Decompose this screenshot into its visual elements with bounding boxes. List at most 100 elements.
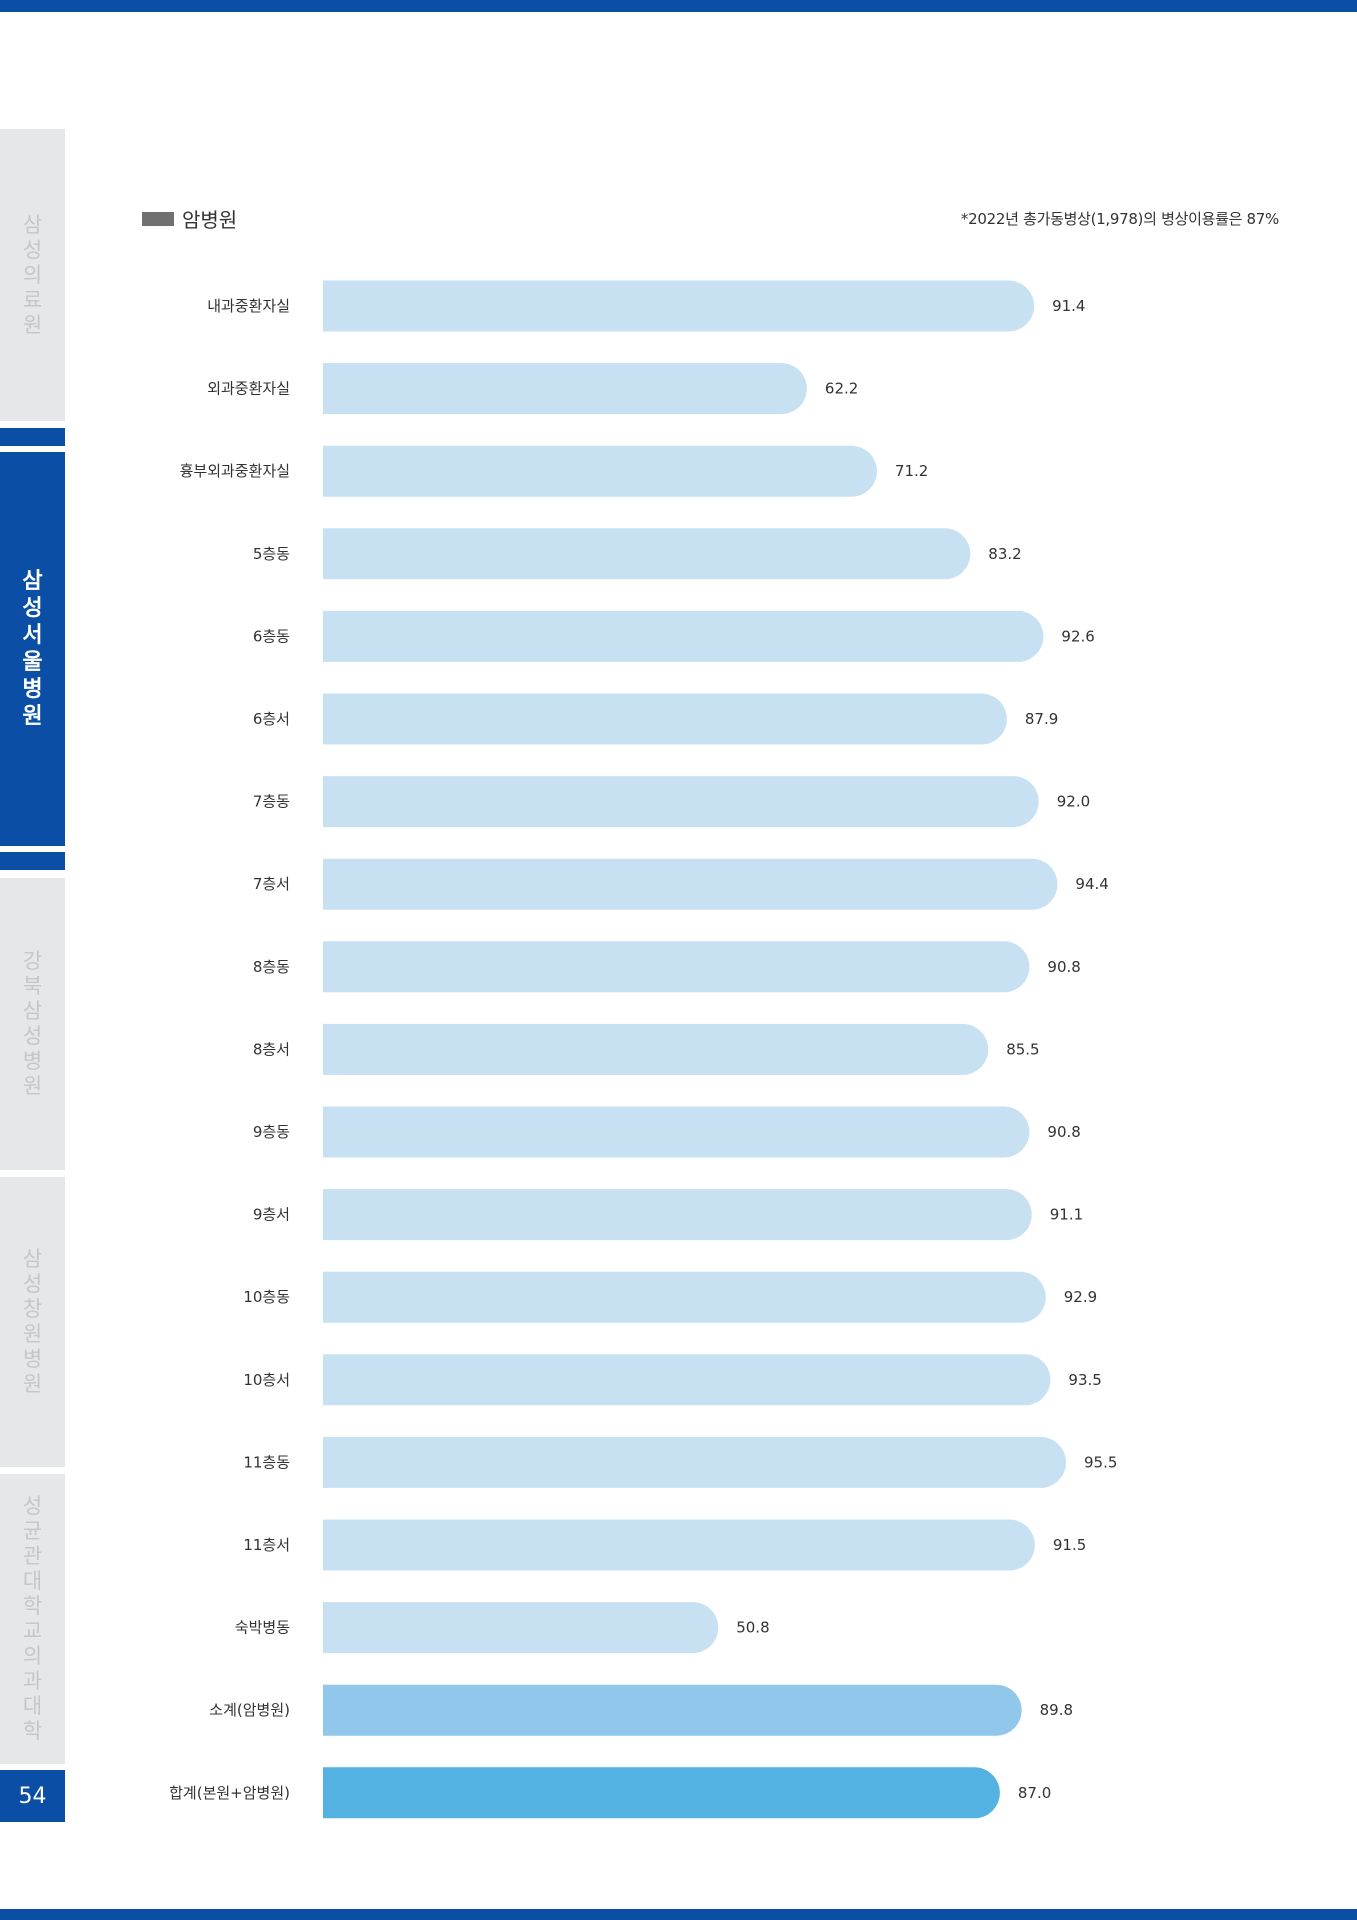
- category-label: 7층서: [253, 875, 290, 893]
- bar: [323, 1106, 1030, 1158]
- value-label: 87.0: [1018, 1784, 1051, 1802]
- category-label: 10층동: [243, 1288, 290, 1306]
- legend: 암병원: [142, 204, 237, 233]
- category-label: 8층동: [253, 958, 290, 976]
- legend-label: 암병원: [182, 208, 238, 232]
- value-label: 91.1: [1050, 1206, 1083, 1224]
- value-label: 92.9: [1064, 1288, 1097, 1306]
- bar: [323, 1023, 989, 1075]
- bar: [323, 280, 1035, 332]
- category-label: 합계(본원+암병원): [169, 1784, 290, 1802]
- side-tab-char: 삼: [22, 1247, 43, 1271]
- side-tab-char: 병: [22, 1347, 43, 1371]
- value-label: 94.4: [1075, 875, 1108, 893]
- side-tab-char: 삼: [22, 999, 43, 1023]
- top-accent-bar: [0, 0, 1357, 12]
- legend-swatch: [142, 211, 174, 226]
- category-label: 6층동: [253, 627, 290, 645]
- value-label: 92.0: [1057, 793, 1090, 811]
- value-label: 62.2: [825, 380, 858, 398]
- bottom-accent-bar: [0, 1909, 1357, 1920]
- side-tab-char: 원: [22, 1372, 43, 1396]
- side-tab-char: 원: [22, 312, 43, 337]
- category-label: 6층서: [253, 710, 290, 728]
- side-tab-strip: [0, 428, 65, 446]
- value-label: 92.6: [1061, 627, 1094, 645]
- value-label: 85.5: [1006, 1040, 1039, 1058]
- category-label: 소계(암병원): [209, 1701, 290, 1719]
- side-tab-char: 성: [22, 1024, 43, 1048]
- value-label: 89.8: [1040, 1701, 1073, 1719]
- bar: [323, 528, 971, 580]
- category-label: 숙박병동: [235, 1619, 290, 1637]
- bar: [323, 776, 1039, 828]
- category-label: 외과중환자실: [207, 380, 290, 398]
- side-tab-char: 과: [22, 1669, 43, 1693]
- side-tab-char: 균: [22, 1519, 43, 1543]
- category-label: 흉부외과중환자실: [180, 462, 290, 480]
- bar: [323, 1189, 1032, 1241]
- side-tab-char: 원: [22, 1322, 43, 1346]
- category-label: 5층동: [253, 545, 290, 563]
- value-label: 90.8: [1047, 1123, 1080, 1141]
- side-tab-char: 삼: [22, 569, 43, 594]
- value-label: 50.8: [736, 1619, 769, 1637]
- value-label: 95.5: [1084, 1453, 1117, 1471]
- side-tab-char: 강: [22, 949, 43, 973]
- value-label: 91.5: [1053, 1536, 1086, 1554]
- side-tab-char: 성: [22, 596, 43, 621]
- category-label: 10층서: [243, 1371, 290, 1389]
- value-label: 83.2: [988, 545, 1021, 563]
- bar: [323, 1602, 719, 1654]
- side-tab-char: 성: [22, 1494, 43, 1518]
- category-label: 9층서: [253, 1206, 290, 1224]
- bar: [323, 610, 1044, 662]
- bar: [323, 445, 877, 497]
- value-label: 90.8: [1047, 958, 1080, 976]
- value-label: 93.5: [1068, 1371, 1101, 1389]
- side-tab-char: 대: [22, 1569, 43, 1593]
- category-label: 11층동: [243, 1453, 290, 1471]
- side-tab-char: 대: [22, 1694, 43, 1718]
- side-tab-char: 관: [22, 1544, 43, 1568]
- bar: [323, 1354, 1051, 1406]
- side-tab-strip: [0, 852, 65, 870]
- side-tab-char: 료: [22, 287, 43, 312]
- category-label: 8층서: [253, 1040, 290, 1058]
- page-number: 54: [0, 1770, 65, 1822]
- bar: [323, 858, 1058, 910]
- side-tab-char: 원: [22, 1074, 43, 1098]
- side-tab-char: 울: [22, 650, 43, 675]
- value-label: 71.2: [895, 462, 928, 480]
- category-label: 11층서: [243, 1536, 290, 1554]
- side-tab-char: 학: [22, 1719, 43, 1743]
- bar: [323, 363, 807, 415]
- side-tab-char: 창: [22, 1297, 43, 1321]
- side-tab-char: 삼: [22, 212, 43, 237]
- footnote: *2022년 총가동병상(1,978)의 병상이용률은 87%: [960, 210, 1279, 228]
- side-tab-char: 의: [22, 1644, 43, 1668]
- bar: [323, 1519, 1035, 1571]
- bar: [323, 693, 1007, 745]
- side-tab-char: 서: [22, 623, 43, 648]
- category-label: 9층동: [253, 1123, 290, 1141]
- side-tab-char: 병: [22, 677, 43, 702]
- category-label: 내과중환자실: [207, 297, 290, 315]
- side-tab-char: 원: [22, 704, 43, 729]
- bar: [323, 1767, 1000, 1819]
- bar: [323, 1271, 1046, 1323]
- side-tab-char: 성: [22, 237, 43, 262]
- bar: [323, 1684, 1022, 1736]
- bar: [323, 1436, 1066, 1488]
- bar: [323, 941, 1030, 993]
